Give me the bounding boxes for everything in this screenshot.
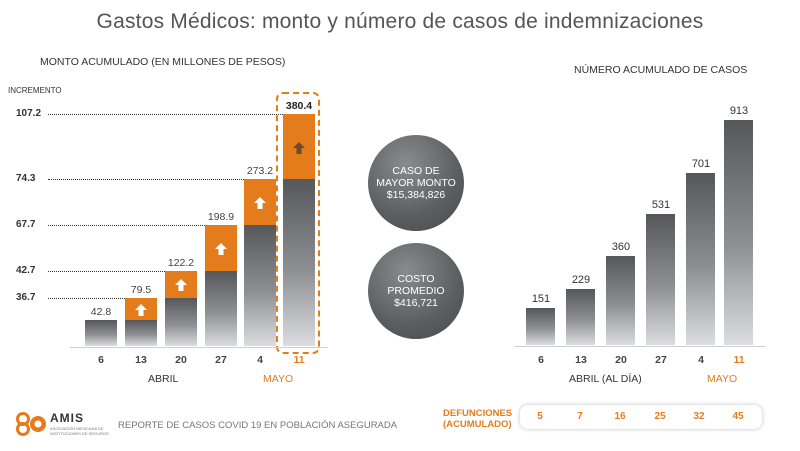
x-tick-label: 13: [575, 354, 587, 366]
amount-value-label: 42.8: [90, 305, 112, 318]
amount-value-label: 122.2: [167, 257, 195, 270]
deaths-label-line1: DEFUNCIONES: [443, 408, 513, 419]
up-arrow-icon: [215, 242, 227, 256]
increment-guide-line: [48, 113, 283, 115]
amis-logo-sub2: INSTITUCIONES DE SEGUROS: [50, 431, 109, 436]
increment-guide-line: [48, 271, 165, 273]
max-case-line2: MAYOR MONTO: [376, 177, 456, 189]
amount-value-label: 79.5: [130, 283, 152, 296]
amount-bar-27: [205, 271, 237, 346]
increment-value-label: 42.7: [16, 265, 36, 277]
cases-bar-20: [606, 256, 635, 345]
cases-bar-13: [566, 288, 595, 345]
x-tick-label: 6: [538, 354, 544, 366]
increment-value-label: 107.2: [16, 107, 42, 119]
x-tick-label: 4: [257, 354, 263, 366]
page-title: Gastos Médicos: monto y número de casos …: [96, 10, 704, 33]
cases-value-label: 531: [651, 199, 671, 212]
amount-bar-6: [85, 319, 117, 346]
avg-cost-line1: COSTO: [397, 273, 435, 285]
cases-value-label: 360: [611, 241, 631, 254]
deaths-label: DEFUNCIONES (ACUMULADO): [443, 408, 512, 430]
x-axis-line: [515, 346, 765, 347]
amount-bar-20: [165, 297, 197, 346]
left-chart-subtitle: MONTO ACUMULADO (EN MILLONES DE PESOS): [40, 56, 286, 68]
x-tick-label: 27: [215, 354, 227, 366]
increment-guide-line: [48, 297, 125, 299]
amount-bar-4: [244, 224, 276, 346]
x-tick-label: 11: [733, 354, 745, 366]
amount-bar-13: [125, 319, 157, 346]
amis-logo-sub1: ASOCIACIÓN MEXICANA DE: [50, 426, 104, 431]
amount-value-label: 198.9: [207, 210, 235, 223]
amis-logo-subtitle: ASOCIACIÓN MEXICANA DE INSTITUCIONES DE …: [50, 426, 109, 436]
increment-value-label: 67.7: [16, 218, 36, 230]
up-arrow-icon: [175, 278, 187, 292]
x-tick-label: 11: [293, 354, 305, 366]
cases-bar-27: [646, 214, 675, 345]
x-tick-label: 13: [135, 354, 147, 366]
month-label-april: ABRIL: [148, 373, 179, 385]
avg-cost-line2: PROMEDIO: [387, 285, 445, 297]
x-axis-line: [70, 347, 328, 348]
cases-value-label: 151: [531, 292, 551, 305]
cases-value-label: 913: [729, 105, 749, 118]
month-label-may: MAYO: [263, 373, 294, 385]
avg-cost-value: $416,721: [394, 297, 438, 309]
x-tick-label: 6: [98, 354, 104, 366]
amount-value-label: 380.4: [285, 99, 313, 112]
up-arrow-icon: [293, 141, 305, 154]
increment-label: INCREMENTO: [8, 86, 62, 95]
right-month-label-may: MAYO: [707, 373, 738, 385]
highlight-box-may-11: [276, 92, 320, 354]
amount-bar-chart: 42.8 6 79.5 13 122.2 20 198.9 27 273.2 4 380.4 11 36…: [0, 0, 340, 400]
increment-guide-line: [48, 224, 205, 226]
increment-value-label: 36.7: [16, 291, 36, 303]
avg-cost-circle: COSTO PROMEDIO $416,721: [368, 243, 464, 339]
deaths-values-box: [520, 405, 762, 429]
right-chart-subtitle: NÚMERO ACUMULADO DE CASOS: [574, 64, 748, 76]
amis-logo-text: AMIS: [50, 411, 84, 425]
cases-value-label: 701: [691, 157, 711, 170]
up-arrow-icon: [254, 196, 266, 209]
amount-value-label: 273.2: [246, 165, 274, 178]
max-case-line1: CASO DE: [392, 165, 440, 177]
x-tick-label: 20: [615, 354, 627, 366]
cases-bar-11: [724, 120, 753, 345]
cases-bar-6: [526, 307, 555, 345]
right-month-label-april: ABRIL (AL DÍA): [569, 373, 642, 385]
deaths-label-line2: (ACUMULADO): [443, 419, 512, 430]
increment-value-label: 74.3: [16, 173, 36, 185]
max-case-circle: CASO DE MAYOR MONTO $15,384,826: [368, 135, 464, 231]
x-tick-label: 27: [655, 354, 667, 366]
amount-bar-11: [283, 179, 315, 346]
cases-bar-4: [686, 172, 715, 345]
x-tick-label: 4: [698, 354, 704, 366]
report-footer-text: REPORTE DE CASOS COVID 19 EN POBLACIÓN A…: [118, 420, 398, 431]
up-arrow-icon: [135, 303, 147, 316]
cases-value-label: 229: [571, 273, 591, 286]
increment-guide-line: [48, 179, 244, 181]
max-case-value: $15,384,826: [386, 189, 446, 201]
x-tick-label: 20: [175, 354, 187, 366]
amis-logo-icon: [14, 410, 48, 436]
